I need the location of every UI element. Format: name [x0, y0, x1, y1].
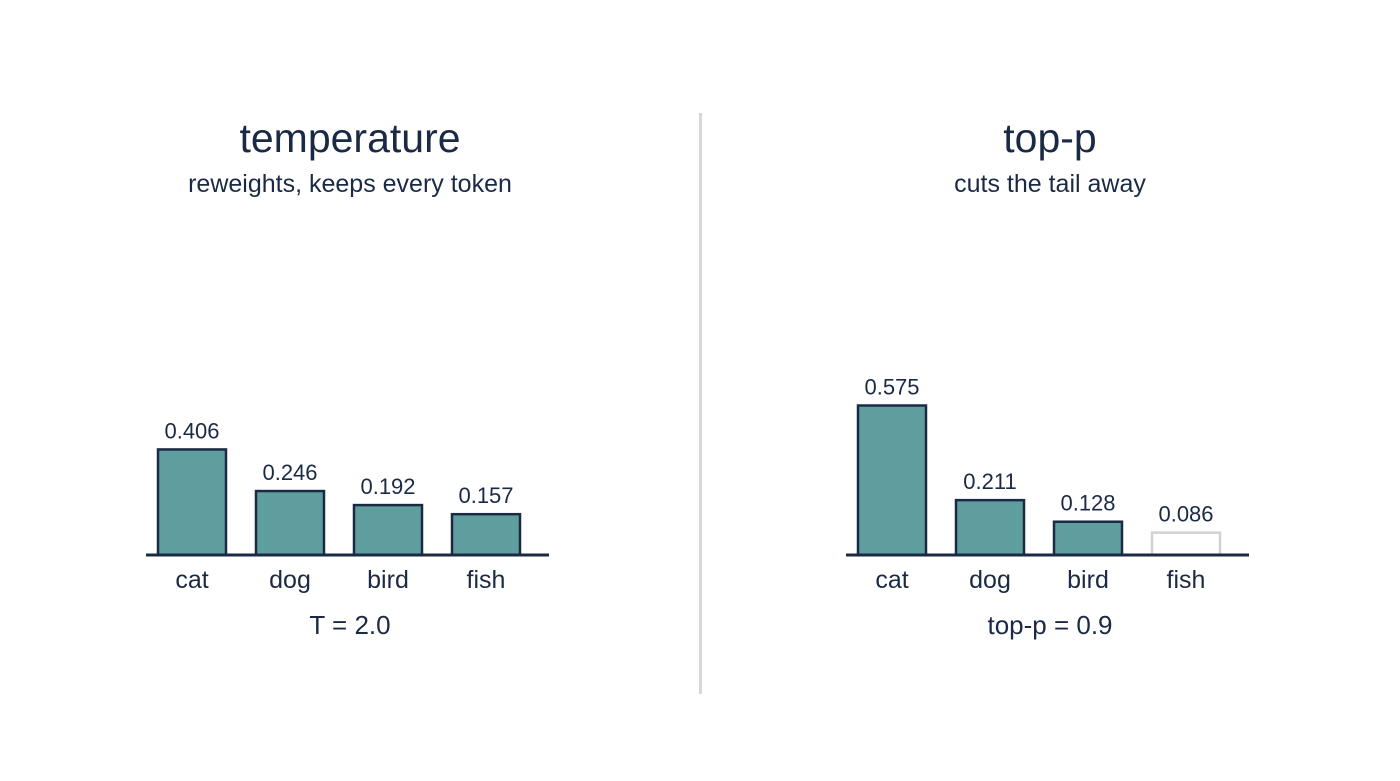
- category-label-cat: cat: [875, 566, 908, 594]
- category-label-bird: bird: [367, 566, 409, 594]
- bar-fish-excluded: [1150, 531, 1222, 557]
- bar-dog: [954, 498, 1026, 557]
- value-label-fish: 0.086: [1158, 502, 1213, 527]
- bar-fish: [450, 512, 522, 557]
- bar-cat: [156, 448, 228, 557]
- value-label-fish: 0.157: [458, 483, 513, 508]
- category-label-dog: dog: [969, 566, 1011, 594]
- category-label-fish: fish: [1167, 566, 1206, 594]
- chart-title: temperature: [239, 115, 461, 161]
- category-label-fish: fish: [467, 566, 506, 594]
- bar-bird: [352, 503, 424, 557]
- bar-bird: [1052, 520, 1124, 557]
- value-label-cat: 0.406: [164, 418, 219, 443]
- top-p-panel: top-p cuts the tail away 0.575 cat 0.211 do…: [700, 0, 1400, 781]
- value-label-bird: 0.192: [360, 474, 415, 499]
- bar-cat: [856, 404, 928, 557]
- category-label-cat: cat: [175, 566, 208, 594]
- bar-dog: [254, 489, 326, 557]
- value-label-dog: 0.211: [963, 469, 1016, 494]
- top-p-param-label: top-p = 0.9: [987, 610, 1113, 640]
- panel-divider: [699, 113, 702, 694]
- top-p-bar-chart: 0.575 cat 0.211 dog 0.128 bird 0.086 fish: [846, 375, 1249, 594]
- value-label-cat: 0.575: [864, 375, 919, 400]
- temperature-bar-chart: 0.406 cat 0.246 dog 0.192 bird 0.157 fish: [146, 418, 549, 594]
- chart-subtitle: reweights, keeps every token: [188, 170, 512, 198]
- value-label-dog: 0.246: [262, 460, 317, 485]
- category-label-dog: dog: [269, 566, 311, 594]
- temperature-param-label: T = 2.0: [309, 610, 391, 640]
- chart-subtitle: cuts the tail away: [954, 170, 1146, 198]
- value-label-bird: 0.128: [1060, 491, 1115, 516]
- temperature-panel: temperature reweights, keeps every token…: [146, 115, 549, 640]
- chart-title: top-p: [1003, 115, 1097, 161]
- category-label-bird: bird: [1067, 566, 1109, 594]
